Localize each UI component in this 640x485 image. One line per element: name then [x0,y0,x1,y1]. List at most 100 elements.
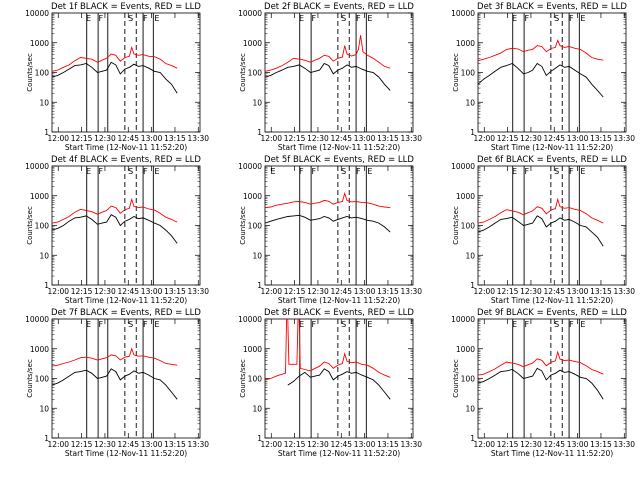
event-marker-label: E [154,14,159,23]
plot-frame [477,12,627,133]
event-marker-label: F [569,14,574,23]
y-tick-label: 100 [248,222,263,231]
red-lld-series [52,347,178,367]
plot-frame [264,318,414,439]
x-tick-label: 13:15 [377,134,399,143]
y-tick-label: 10 [39,404,49,413]
x-tick-label: 13:15 [377,440,399,449]
x-tick-label: 13:15 [590,134,612,143]
x-tick-label: 13:00 [354,440,376,449]
y-tick-label: 10000 [451,9,475,18]
y-tick-label: 10 [465,251,475,260]
x-tick-label: 12:00 [260,287,282,296]
red-lld-series [265,191,391,209]
y-axis-label: Counts/sec [239,359,247,398]
x-axis-label: Start Time (12-Nov-11 11:52:20) [278,296,400,305]
event-marker-label: E [86,320,91,329]
event-marker-label: F [312,320,317,329]
y-tick-label: 1 [470,434,475,443]
y-tick-label: 10000 [451,162,475,171]
x-tick-label: 12:45 [117,287,139,296]
event-marker-label: F [99,167,104,176]
x-axis-label: Start Time (12-Nov-11 11:52:20) [65,143,187,152]
event-marker-label: E [299,320,304,329]
y-tick-label: 10000 [451,315,475,324]
x-tick-label: 13:30 [613,134,635,143]
event-marker-label: E [367,320,372,329]
y-tick-label: 1000 [30,345,49,354]
x-tick-label: 12:45 [117,440,139,449]
y-tick-label: 10000 [238,162,262,171]
x-tick-label: 12:15 [497,440,519,449]
y-tick-label: 1 [257,128,262,137]
x-tick-label: 12:45 [543,287,565,296]
x-tick-label: 12:15 [284,287,306,296]
x-tick-label: 12:00 [47,134,69,143]
event-marker-label: E [367,167,372,176]
x-tick-label: 12:45 [117,134,139,143]
event-marker-label: E [154,167,159,176]
y-axis-label: Counts/sec [26,359,34,398]
y-tick-label: 1000 [456,345,475,354]
x-tick-label: 12:30 [94,287,116,296]
event-marker-label: S [554,14,559,23]
black-events-series [52,368,178,400]
x-axis-label: Start Time (12-Nov-11 11:52:20) [278,143,400,152]
x-axis-label: Start Time (12-Nov-11 11:52:20) [491,449,613,458]
chart-title: Det 7f BLACK = Events, RED = LLD [51,308,201,318]
event-marker-label: F [525,14,530,23]
y-tick-label: 100 [35,222,50,231]
red-lld-series [52,197,178,224]
x-tick-label: 12:15 [284,440,306,449]
event-marker-label: F [99,14,104,23]
event-marker-label: F [356,320,361,329]
x-tick-label: 12:30 [307,440,329,449]
y-tick-label: 1000 [456,39,475,48]
plot-frame [264,165,414,286]
y-tick-label: 100 [248,69,263,78]
red-lld-series [478,350,604,376]
red-lld-series [265,35,391,72]
chart-panel-6: Det 6f BLACK = Events, RED = LLD 1 10 100 10… [451,155,635,305]
plot-frame [264,12,414,133]
y-tick-label: 10 [39,251,49,260]
x-tick-label: 12:30 [520,287,542,296]
event-marker-label: F [525,320,530,329]
y-axis-label: Counts/sec [452,359,460,398]
y-axis-label: Counts/sec [239,53,247,92]
event-marker-label: E [367,14,372,23]
x-tick-label: 13:00 [567,134,589,143]
y-tick-label: 10000 [25,9,49,18]
event-marker-label: E [86,167,91,176]
y-tick-label: 10 [39,98,49,107]
black-events-series [478,367,604,400]
black-events-series [52,61,178,94]
x-tick-label: 13:15 [164,440,186,449]
event-marker-label: F [525,167,530,176]
y-tick-label: 1000 [243,345,262,354]
x-tick-label: 12:00 [473,134,495,143]
y-axis-label: Counts/sec [239,206,247,245]
x-tick-label: 13:00 [141,134,163,143]
chart-title: Det 5f BLACK = Events, RED = LLD [264,155,414,165]
event-marker-label: F [143,14,148,23]
y-axis-label: Counts/sec [452,53,460,92]
x-tick-label: 12:00 [47,287,69,296]
x-axis-label: Start Time (12-Nov-11 11:52:20) [65,296,187,305]
x-tick-label: 12:00 [260,440,282,449]
x-tick-label: 13:00 [354,287,376,296]
x-tick-label: 13:30 [187,134,209,143]
x-tick-label: 12:45 [543,440,565,449]
y-tick-label: 10 [465,404,475,413]
x-tick-label: 13:00 [567,440,589,449]
y-tick-label: 10000 [238,315,262,324]
y-tick-label: 10 [465,98,475,107]
x-tick-label: 12:30 [307,134,329,143]
x-tick-label: 12:00 [473,440,495,449]
y-tick-label: 1 [470,281,475,290]
event-marker-label: E [512,320,517,329]
y-tick-label: 1 [44,128,49,137]
chart-title: Det 3f BLACK = Events, RED = LLD [477,2,627,12]
event-marker-label: F [356,167,361,176]
